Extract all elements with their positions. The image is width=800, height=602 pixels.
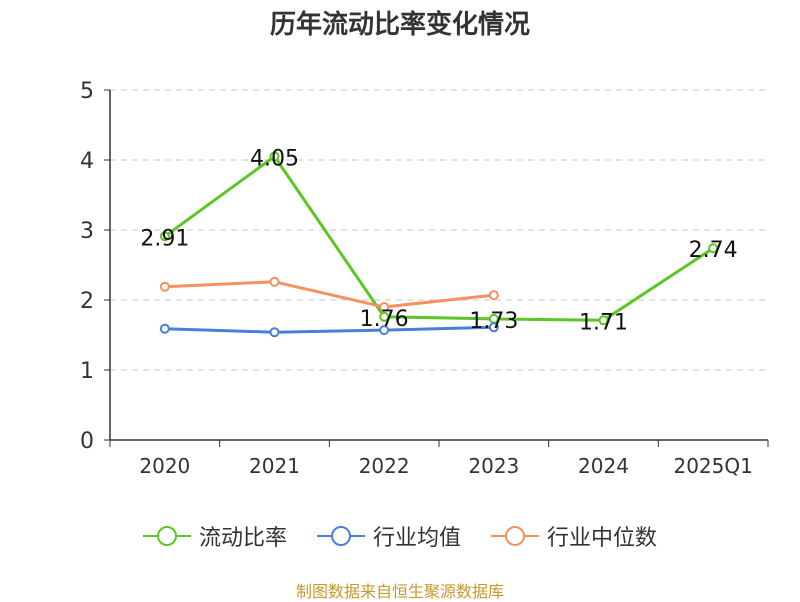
y-tick-label: 3	[80, 219, 94, 244]
data-point	[488, 290, 499, 301]
y-tick-label: 1	[80, 359, 94, 384]
legend-label: 流动比率	[198, 526, 287, 551]
chart-title: 历年流动比率变化情况	[269, 10, 530, 40]
data-point	[269, 151, 280, 162]
legend-item-industry-median[interactable]: 行业中位数	[491, 520, 657, 552]
data-label: 1.71	[579, 310, 628, 335]
x-tick-label: 2023	[468, 454, 519, 478]
legend-marker-icon	[316, 526, 365, 546]
x-tick-label: 2020	[139, 454, 190, 478]
legend-item-current-ratio[interactable]: 流动比率	[142, 520, 287, 552]
data-point	[379, 325, 390, 336]
data-point	[488, 322, 499, 333]
data-label: 2.74	[689, 238, 738, 263]
data-label: 1.76	[360, 307, 409, 332]
data-point	[708, 243, 719, 254]
y-tick-label: 4	[80, 149, 94, 174]
data-label: 4.05	[250, 147, 299, 172]
legend-marker-icon	[142, 526, 191, 546]
y-tick-label: 5	[80, 79, 94, 104]
legend-label: 行业均值	[372, 526, 461, 551]
data-point	[159, 281, 170, 292]
x-tick-label: 2025Q1	[673, 454, 752, 478]
source-note: 制图数据来自恒生聚源数据库	[295, 582, 504, 601]
data-point	[598, 315, 609, 326]
legend-item-industry-mean[interactable]: 行业均值	[316, 520, 461, 552]
series-line	[163, 155, 714, 322]
data-point	[269, 327, 280, 338]
series-line	[164, 325, 494, 334]
y-tick-label: 2	[80, 289, 94, 314]
series-0	[159, 151, 719, 326]
series-line	[164, 280, 494, 309]
series-1	[159, 322, 499, 338]
x-tick-label: 2022	[359, 454, 410, 478]
y-tick-label: 0	[80, 429, 94, 454]
data-point	[159, 231, 170, 242]
data-label: 2.91	[140, 226, 189, 251]
data-point	[379, 311, 390, 322]
legend-marker-icon	[491, 526, 539, 546]
data-point	[269, 276, 280, 287]
legend: 流动比率 行业均值 行业中位数	[0, 520, 800, 552]
x-tick-label: 2021	[249, 454, 300, 478]
data-label: 1.73	[469, 309, 518, 334]
x-tick-label: 2024	[578, 454, 629, 478]
legend-label: 行业中位数	[547, 526, 658, 551]
data-point	[379, 302, 390, 312]
series-2	[159, 276, 499, 312]
data-point	[159, 323, 170, 334]
